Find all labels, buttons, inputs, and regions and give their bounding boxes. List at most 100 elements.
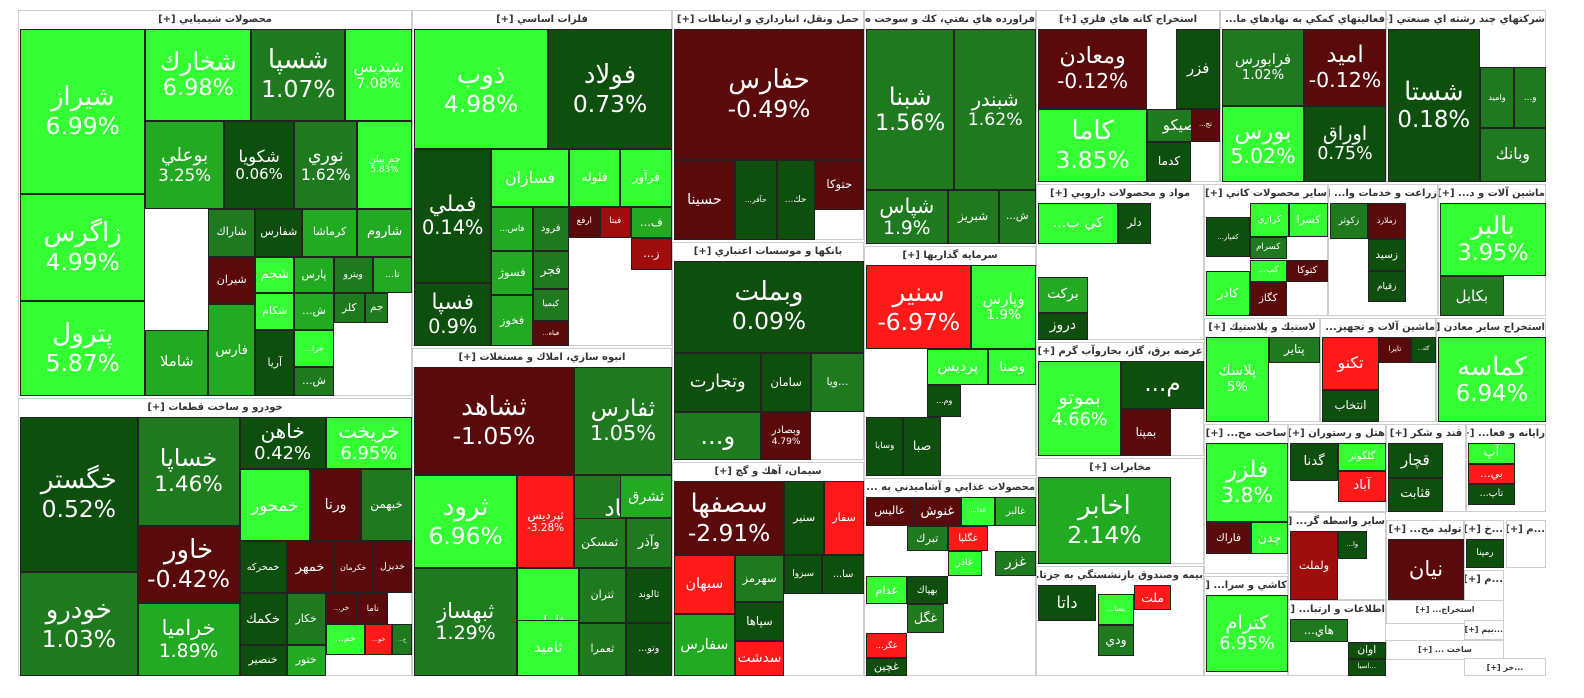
- treemap-tile[interactable]: آپ: [1468, 443, 1515, 464]
- section-title[interactable]: ...خ [+]: [1465, 524, 1503, 535]
- treemap-tile[interactable]: خساپا 1.46%: [137, 417, 240, 526]
- treemap-tile[interactable]: قثابت: [1388, 477, 1443, 512]
- treemap-tile[interactable]: نوري 1.62%: [294, 120, 358, 209]
- treemap-tile[interactable]: اوان: [1347, 641, 1386, 659]
- treemap-tile[interactable]: ...حآفر: [734, 159, 777, 240]
- treemap-tile[interactable]: فولاد 0.73%: [548, 29, 672, 150]
- treemap-tile[interactable]: ...غذا: [961, 497, 996, 526]
- treemap-section[interactable]: بيمه وصندوق بازنشستگي به جزتا... [+] داتا…: [1036, 566, 1204, 676]
- treemap-section[interactable]: قند و شكر [+] قچار قثابت: [1386, 424, 1466, 512]
- section-title[interactable]: استخراج... [+]: [1415, 605, 1475, 614]
- treemap-tile[interactable]: سنير: [784, 481, 825, 556]
- treemap-tile[interactable]: بمپنا: [1121, 408, 1171, 456]
- treemap-tile[interactable]: بورس 5.02%: [1222, 105, 1304, 182]
- treemap-tile[interactable]: ...حك: [776, 159, 815, 240]
- treemap-tile[interactable]: شسپا 1.07%: [251, 29, 346, 121]
- treemap-section[interactable]: عرضه برق، گاز، بخاروآب گرم [+] بموتو 4.66%…: [1036, 342, 1204, 456]
- treemap-tile[interactable]: وبصادر 4.79%: [761, 412, 811, 460]
- treemap-tile[interactable]: ثامید: [517, 620, 580, 676]
- treemap-tile[interactable]: تكنو: [1322, 337, 1379, 390]
- section-title[interactable]: مواد و محصولات دارويي [+]: [1049, 188, 1191, 199]
- treemap-tile[interactable]: ثپردیس -3.28%: [517, 475, 574, 568]
- treemap-tile[interactable]: آباد: [1338, 470, 1386, 502]
- treemap-section[interactable]: ساير واسطه گر... [+] ولملت ...وا: [1288, 512, 1386, 600]
- treemap-tile[interactable]: شبندر 1.62%: [954, 29, 1036, 191]
- treemap-tile[interactable]: تايرا: [1379, 337, 1411, 363]
- treemap-tile[interactable]: زملارد: [1367, 203, 1406, 240]
- treemap-tile[interactable]: قچار: [1388, 443, 1443, 478]
- treemap-tile[interactable]: خكرمان: [333, 541, 373, 594]
- section-title[interactable]: لاستيك و پلاستيك [+]: [1208, 322, 1316, 333]
- treemap-section[interactable]: انبوه سازي، املاك و مستغلات [+] ثشاهد -1.0…: [412, 348, 672, 676]
- treemap-tile[interactable]: ...تج: [1190, 108, 1220, 143]
- treemap-tile[interactable]: خبهمن: [361, 468, 412, 542]
- treemap-section[interactable]: توليد مح... [+] نيان: [1386, 520, 1464, 600]
- treemap-tile[interactable]: زسيد: [1367, 239, 1406, 271]
- treemap-tile[interactable]: ...بسا: [1097, 594, 1135, 626]
- treemap-section[interactable]: ساخت ... [+]: [1386, 640, 1504, 660]
- treemap-tile[interactable]: ...خم: [325, 624, 365, 656]
- section-title[interactable]: محصولات غذايي و آشاميدني به ... [+]: [865, 482, 1035, 493]
- treemap-tile[interactable]: ...م: [1121, 361, 1204, 409]
- treemap-tile[interactable]: بكابل: [1440, 276, 1504, 316]
- treemap-tile[interactable]: ثالوند: [625, 567, 672, 624]
- treemap-section[interactable]: ساخت مح... [+] فلزر 3.8% فاراك چدن: [1204, 424, 1288, 574]
- treemap-tile[interactable]: فرآور: [620, 149, 672, 207]
- treemap-tile[interactable]: كتوكا: [1286, 259, 1328, 283]
- section-title[interactable]: فعاليتهاي كمكي به نهادهاي ما... [+]: [1221, 14, 1385, 25]
- section-title[interactable]: فلزات اساسي [+]: [496, 14, 588, 25]
- treemap-tile[interactable]: كدما: [1147, 142, 1191, 182]
- treemap-section[interactable]: فعاليتهاي كمكي به نهادهاي ما... [+] فرابو…: [1220, 10, 1386, 182]
- treemap-tile[interactable]: ...فباه: [532, 320, 569, 346]
- treemap-tile[interactable]: پارس: [294, 256, 334, 294]
- treemap-tile[interactable]: خاور -0.42%: [137, 525, 240, 604]
- treemap-tile[interactable]: كلر: [333, 293, 365, 323]
- treemap-section[interactable]: مخابرات [+] اخابر 2.14%: [1036, 458, 1204, 564]
- treemap-tile[interactable]: خكار: [286, 593, 326, 645]
- treemap-tile[interactable]: ...تا: [372, 256, 412, 294]
- section-title[interactable]: سرمايه گذاريها [+]: [902, 250, 998, 261]
- treemap-tile[interactable]: ...ش: [998, 190, 1036, 244]
- treemap-tile[interactable]: خنصير: [239, 644, 287, 676]
- section-title[interactable]: سایر محصولات كاني [+]: [1205, 188, 1327, 199]
- section-title[interactable]: ساخت مح... [+]: [1205, 428, 1287, 439]
- treemap-tile[interactable]: خمحركه: [239, 541, 287, 594]
- treemap-tile[interactable]: بموتو 4.66%: [1038, 361, 1121, 456]
- treemap-tile[interactable]: شكام: [255, 293, 295, 330]
- treemap-section[interactable]: محصولات غذايي و آشاميدني به ... [+] عاليس…: [864, 478, 1036, 676]
- treemap-tile[interactable]: سپاها: [734, 601, 785, 641]
- treemap-tile[interactable]: غزر: [995, 550, 1036, 576]
- treemap-tile[interactable]: خگستر 0.52%: [20, 417, 138, 573]
- treemap-tile[interactable]: تبرك: [906, 525, 948, 551]
- treemap-tile[interactable]: سنير -6.97%: [866, 265, 972, 350]
- treemap-tile[interactable]: ...و: [674, 412, 762, 460]
- treemap-section[interactable]: ماشين آلات و تجهيز... [+] تكنو تايرا ...گلد…: [1320, 318, 1436, 422]
- treemap-section[interactable]: مواد و محصولات دارويي [+] ...كي ب دلر بركت د…: [1036, 184, 1204, 340]
- treemap-tile[interactable]: ...وتو: [625, 623, 672, 676]
- treemap-tile[interactable]: غنوش: [913, 497, 962, 526]
- section-title[interactable]: مخابرات [+]: [1089, 462, 1151, 473]
- treemap-tile[interactable]: ملت: [1134, 585, 1171, 611]
- section-title[interactable]: هتل و رستوران [+]: [1289, 428, 1385, 439]
- section-title[interactable]: ساخت ... [+]: [1418, 645, 1472, 654]
- treemap-tile[interactable]: خودرو 1.03%: [20, 572, 138, 676]
- treemap-tile[interactable]: ثمسكن: [573, 518, 626, 568]
- treemap-tile[interactable]: شستا 0.18%: [1388, 29, 1480, 182]
- treemap-tile[interactable]: كاذر: [1206, 270, 1250, 316]
- treemap-tile[interactable]: فزر: [1176, 29, 1220, 109]
- treemap-tile[interactable]: فرود: [532, 206, 569, 251]
- treemap-section[interactable]: استخراج كانه هاي فلزي [+] ومعادن -0.12% فزر…: [1036, 10, 1220, 182]
- treemap-tile[interactable]: جم: [364, 293, 389, 323]
- treemap-tile[interactable]: غگلپا: [947, 525, 989, 551]
- treemap-tile[interactable]: ...هاي: [1290, 619, 1348, 642]
- treemap-tile[interactable]: فسازان: [491, 149, 569, 207]
- treemap-tile[interactable]: كگاز: [1249, 282, 1287, 316]
- treemap-tile[interactable]: پلاسك 5%: [1206, 337, 1269, 422]
- treemap-tile[interactable]: ...وا: [1338, 531, 1367, 559]
- treemap-section[interactable]: رايانه و فعا... [+] آپ ...بي ...تاپ: [1466, 424, 1546, 512]
- treemap-tile[interactable]: ...و: [1514, 67, 1546, 129]
- treemap-tile[interactable]: ذوب 4.98%: [414, 29, 549, 150]
- section-title[interactable]: انبوه سازي، املاك و مستغلات [+]: [458, 352, 626, 363]
- treemap-tile[interactable]: شپديس 7.08%: [345, 29, 412, 121]
